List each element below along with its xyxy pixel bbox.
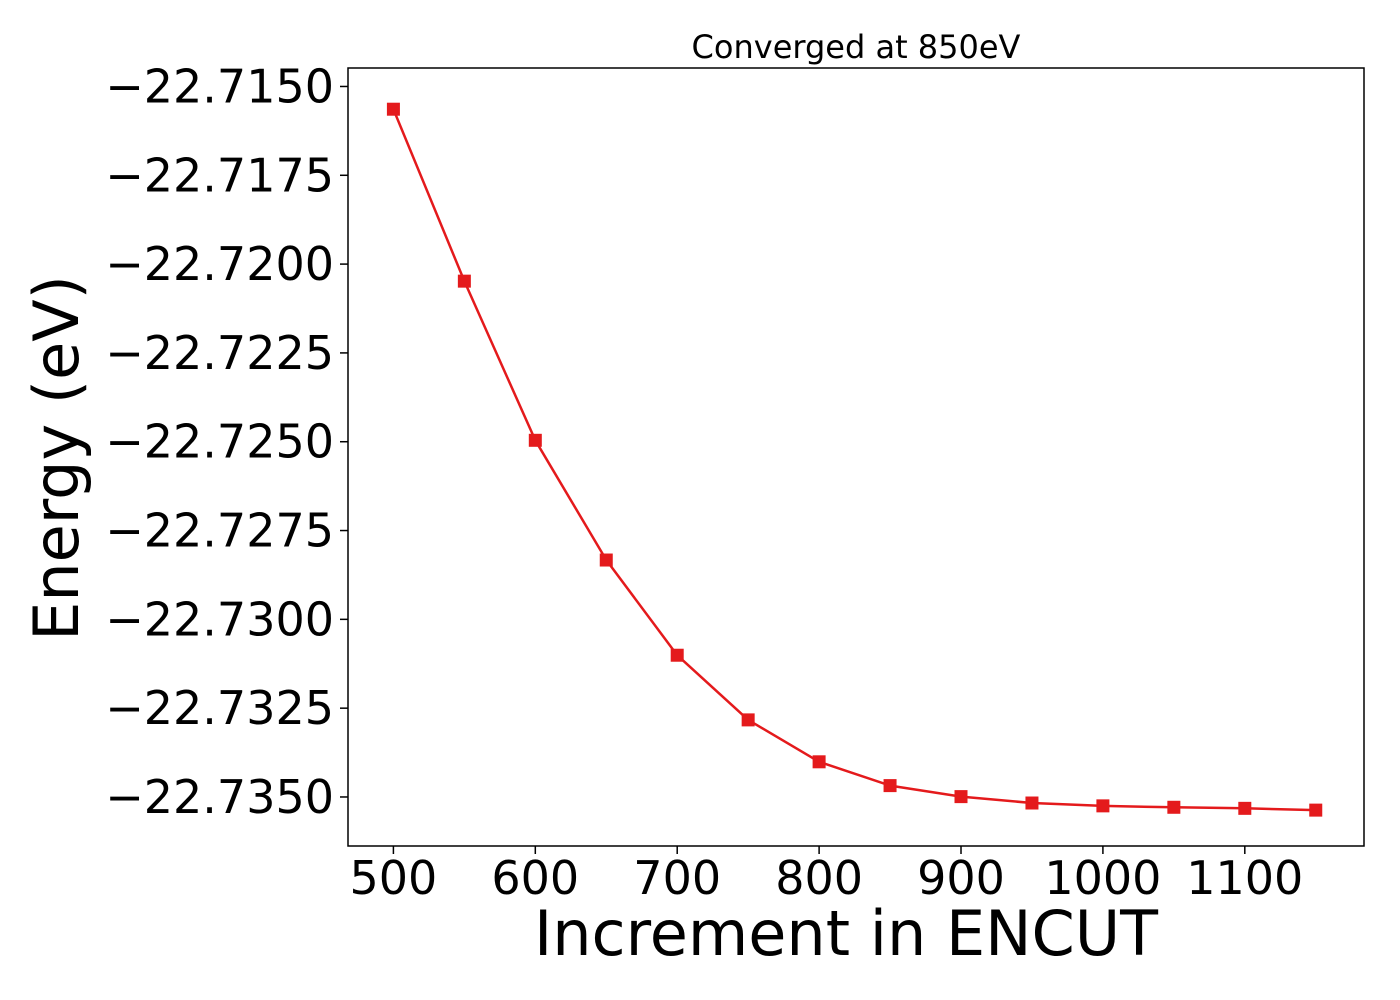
data-point	[1309, 803, 1323, 817]
data-point	[457, 274, 471, 288]
x-axis-label: Increment in ENCUT	[534, 897, 1159, 970]
y-tick-label: −22.7275	[105, 504, 334, 558]
data-point	[1096, 799, 1110, 813]
energy-series-line	[392, 108, 1316, 812]
data-point	[1238, 801, 1252, 815]
x-tick-label: 1000	[1044, 851, 1161, 905]
data-point	[812, 755, 826, 769]
x-tick-label: 600	[491, 851, 579, 905]
x-tick-label: 1100	[1186, 851, 1303, 905]
x-tick-label: 700	[633, 851, 721, 905]
y-tick-label: −22.7150	[105, 59, 334, 113]
chart-title: Converged at 850eV	[692, 28, 1021, 66]
data-point	[528, 433, 542, 447]
plot-layer: 500 600 700 800 900 1000 1100 −22.7150 −22.7175 −…	[105, 59, 1365, 905]
data-point	[1167, 800, 1181, 814]
x-tick-label: 900	[917, 851, 1005, 905]
data-point	[670, 648, 684, 662]
y-tick-label: −22.7300	[105, 592, 334, 646]
data-point	[386, 102, 400, 116]
y-tick-label: −22.7200	[105, 237, 334, 291]
data-point	[883, 779, 897, 793]
y-tick-label: −22.7225	[105, 326, 334, 380]
data-point	[599, 553, 613, 567]
data-point	[1025, 796, 1039, 810]
y-axis-label: Energy (eV)	[20, 275, 93, 641]
data-point	[741, 713, 755, 727]
y-tick-label: −22.7250	[105, 415, 334, 469]
x-tick-label: 500	[350, 851, 438, 905]
y-tick-label: −22.7175	[105, 148, 334, 202]
data-point	[954, 790, 968, 804]
plot-frame	[347, 67, 1365, 847]
y-tick-label: −22.7325	[105, 681, 334, 735]
x-tick-label: 800	[775, 851, 863, 905]
y-tick-label: −22.7350	[105, 770, 334, 824]
